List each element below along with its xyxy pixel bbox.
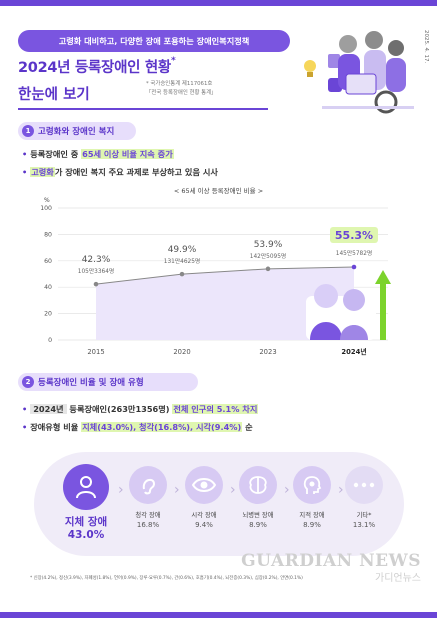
chevron-right-icon: › [284, 482, 290, 498]
y-tick-label: 20 [44, 311, 52, 318]
section-2-title: 2 등록장애인 비율 및 장애 유형 [18, 373, 198, 391]
more-dots-icon [345, 466, 383, 504]
count-label: 131만4625명 [164, 257, 200, 265]
type-brain-lesion: 뇌병변 장애 8.9% [232, 466, 284, 529]
chevron-right-icon: › [230, 482, 236, 498]
elderly-figure-body [310, 322, 342, 340]
value-label: 42.3% [82, 255, 111, 265]
y-tick-label: 0 [48, 337, 52, 344]
top-border [0, 0, 437, 6]
value-highlight-box [330, 227, 378, 244]
publish-date: 2025. 4. 17. [423, 30, 429, 64]
y-tick-label: 40 [44, 284, 52, 291]
elderly-figure-body-2 [340, 325, 368, 340]
y-tick-label: 100 [40, 205, 52, 212]
data-point [351, 264, 357, 270]
tablet-icon [328, 54, 340, 68]
elderly-ratio-chart: % 0 20 40 60 80 100 42.3% 105만3364명 2015 49.9% 131만… [40, 197, 391, 356]
type-visual: 시각 장애 9.4% [180, 466, 228, 529]
y-tick-label: 80 [44, 231, 52, 238]
y-tick-label: 60 [44, 258, 52, 265]
family-illustration [304, 31, 414, 114]
rising-arrow-head [375, 270, 391, 284]
title-block: 2024년 등록장애인 현황* 한눈에 보기 [18, 56, 268, 112]
bottom-border [0, 612, 437, 618]
value-label: 49.9% [168, 245, 197, 255]
lightbulb-icon [304, 60, 316, 72]
eye-icon [185, 466, 223, 504]
section-1-bullet-2: • 고령화가 장애인 복지 주요 과제로 부상하고 있음 시사 [22, 167, 218, 177]
section-2-bullet-2: • 장애유형 비율 지체(43.0%), 청각(16.8%), 시각(9.4%) … [22, 422, 253, 432]
count-label: 145만5782명 [336, 249, 372, 257]
footnote: * 신장(4.2%), 정신(3.9%), 자폐성(1.8%), 언어(0.9%… [30, 576, 303, 581]
section-2-bullet-1: • 2024년 등록장애인(263만1356명) 전체 인구의 5.1% 차지 [22, 404, 259, 414]
elderly-figure-head [314, 284, 338, 308]
section-1-title: 1 고령화와 장애인 복지 [18, 122, 136, 140]
count-label: 105만3364명 [78, 267, 114, 275]
person-icon [63, 464, 109, 510]
ear-icon [129, 466, 167, 504]
chevron-right-icon: › [118, 482, 124, 498]
section-1-bullet-1: • 등록장애인 중 65세 이상 비율 지속 증가 [22, 149, 174, 159]
x-tick-label: 2023 [259, 348, 276, 356]
page-title: 2024년 등록장애인 현황* [18, 56, 176, 76]
elder-head-2 [365, 31, 383, 49]
series-line [95, 266, 355, 285]
type-intellectual: 지적 장애 8.9% [288, 466, 336, 529]
data-point [265, 266, 271, 272]
type-hearing: 청각 장애 16.8% [124, 466, 172, 529]
brain-icon [239, 466, 277, 504]
value-label: 53.9% [254, 240, 283, 250]
value-label: 55.3% [335, 229, 373, 242]
x-tick-label: 2020 [173, 348, 190, 356]
rising-arrow-shaft [380, 282, 386, 340]
watermark: GUARDIAN NEWS 가디언뉴스 [241, 551, 421, 584]
chevron-right-icon: › [174, 482, 180, 498]
data-point [93, 281, 99, 287]
chart-caption: < 65세 이상 등록장애인 비율 > [173, 187, 264, 195]
x-tick-label: 2024년 [341, 347, 366, 356]
title-underline [18, 108, 268, 110]
header-tag: 고령화 대비하고, 다양한 장애 포용하는 장애인복지정책 [18, 30, 290, 52]
data-point [179, 271, 185, 277]
count-label: 142만5095명 [250, 252, 286, 260]
page-subtitle: 한눈에 보기 [18, 87, 90, 103]
source-note: * 국가승인통계 제117061호 「전국 등록장애인 현황 통계」 [146, 81, 217, 96]
elderly-figure-head-2 [343, 289, 365, 311]
chevron-right-icon: › [338, 482, 344, 498]
head-puzzle-icon [293, 466, 331, 504]
type-physical: 지체 장애 43.0% [56, 464, 116, 541]
type-other: 기타* 13.1% [340, 466, 388, 529]
elder-head [339, 35, 357, 53]
wheelchair-icon [374, 90, 398, 114]
area-fill [96, 267, 354, 340]
y-axis-unit: % [44, 197, 50, 204]
x-tick-label: 2015 [87, 348, 104, 356]
person-head-3 [388, 40, 404, 56]
